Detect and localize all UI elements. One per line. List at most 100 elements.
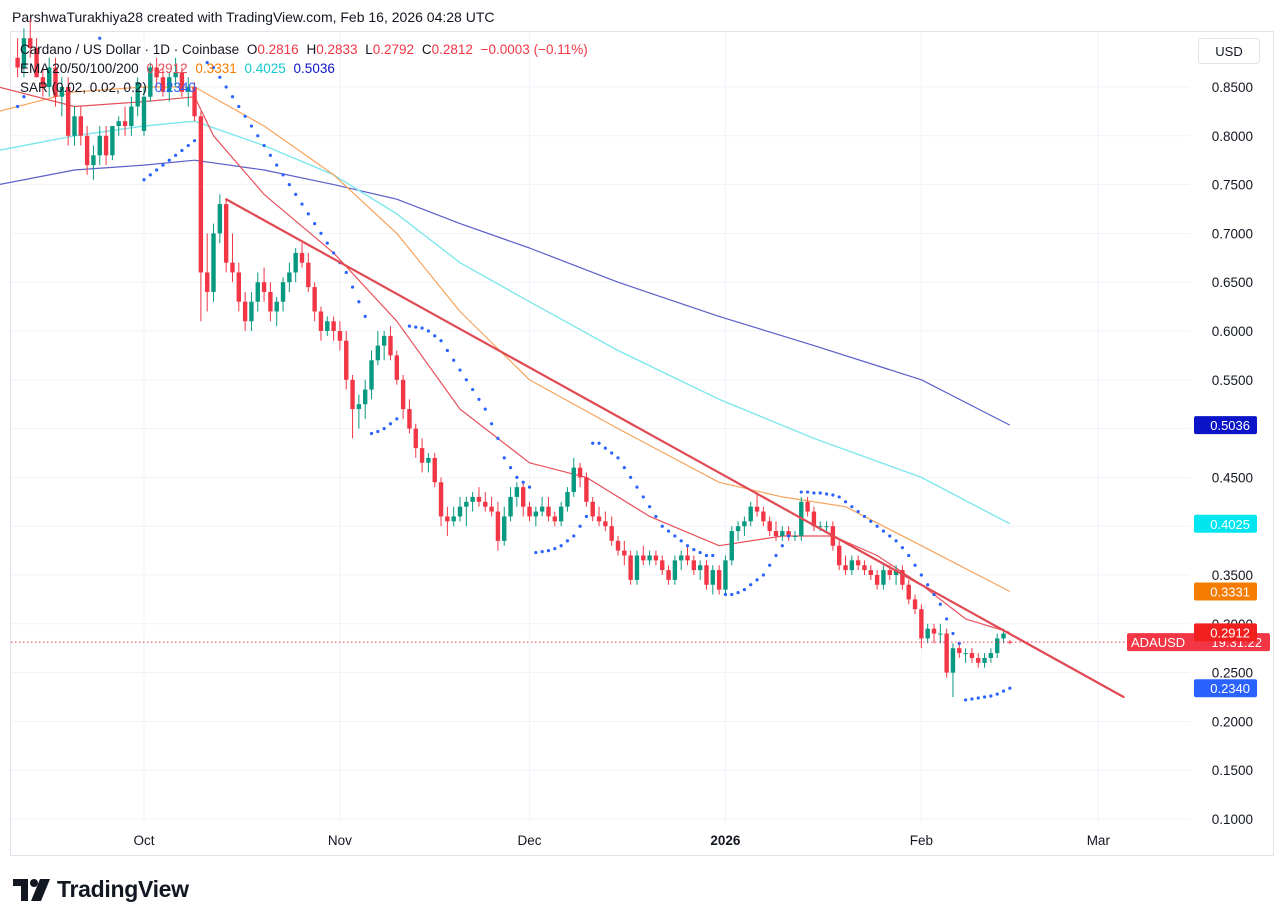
axis-price-tag (1194, 514, 1257, 533)
sar-dot (875, 524, 879, 528)
trendline[interactable] (225, 198, 1125, 699)
sar-dot (572, 534, 576, 538)
sar-dot (268, 153, 272, 157)
sar-dot (945, 617, 949, 621)
sar-dot (698, 550, 702, 555)
sar-dot (357, 300, 361, 304)
high-value: 0.2833 (316, 42, 358, 57)
candle-body (103, 135, 109, 156)
sar-dot (483, 407, 487, 411)
sar-dot (913, 563, 917, 567)
sar-dot (755, 578, 759, 582)
candle-body (811, 511, 817, 527)
axis-price-tag-text: 0.3331 (1210, 584, 1250, 599)
sar-dot (230, 95, 235, 99)
sar-dot (452, 358, 456, 362)
candle-body (476, 496, 482, 502)
y-tick-label: 0.8500 (1212, 80, 1253, 95)
sar-dot (325, 241, 329, 245)
ema200-value: 0.5036 (293, 61, 335, 76)
legend-ema-row[interactable]: EMA 20/50/100/200 0.2912 0.3331 0.4025 0… (20, 61, 339, 76)
sar-dot (344, 270, 348, 275)
low-value: 0.2792 (372, 42, 415, 57)
candle-body (97, 135, 102, 156)
candle-body (552, 516, 557, 522)
candle-body (432, 457, 437, 483)
candle-body (211, 233, 216, 292)
candle-body (154, 67, 159, 78)
y-tick-label: 0.2500 (1212, 666, 1253, 681)
candle-body (47, 67, 52, 87)
sar-dot (932, 592, 936, 597)
symbol-name[interactable]: Cardano / US Dollar · 1D · Coinbase (20, 42, 240, 57)
candle-body (957, 648, 962, 654)
sar-dot (641, 495, 645, 499)
candle-body (489, 506, 494, 512)
candle-body (912, 599, 918, 610)
sar-dot (907, 553, 911, 558)
candle-body (988, 653, 994, 658)
sar-dot (982, 695, 987, 699)
price-axis[interactable]: 0.8500 0.8000 0.7500 0.7000 0.6500 0.6000 0.55… (1212, 80, 1253, 827)
sar-dot (711, 553, 715, 558)
candle-body (969, 653, 975, 658)
candle-body (400, 379, 406, 410)
sar-dot (685, 544, 690, 548)
candle-body (944, 633, 949, 673)
candle-body (167, 77, 172, 92)
candle-body (843, 565, 848, 571)
sar-dot (167, 158, 171, 162)
sar-dot (565, 539, 570, 543)
sar-dot (742, 588, 747, 592)
candle-body (268, 291, 273, 312)
trendline-segment (225, 198, 1125, 699)
sar-dot (774, 553, 778, 558)
sar-dot (938, 602, 942, 606)
candle-body (299, 252, 305, 263)
change-value: −0.0003 (−0.11%) (480, 42, 588, 57)
currency-button[interactable]: USD (1198, 38, 1260, 64)
candle-body (514, 487, 520, 497)
candle-body (192, 87, 197, 117)
sar-dot (256, 134, 260, 138)
candle-body (773, 531, 779, 536)
candle-body (173, 72, 178, 78)
candle-body (710, 570, 715, 585)
ema200-line (0, 159, 1011, 426)
axis-price-tag (1194, 582, 1257, 601)
sar-dot (313, 222, 317, 226)
sar-dot (995, 692, 999, 696)
sar-dot (749, 583, 753, 587)
candle-body (596, 516, 602, 522)
sar-dot (464, 378, 468, 382)
sar-dot (350, 285, 355, 289)
sar-dot (192, 139, 197, 143)
sar-dot (262, 143, 266, 148)
candle-body (413, 428, 418, 449)
tradingview-logo[interactable]: TradingView (13, 876, 189, 903)
sar-dot (142, 178, 146, 182)
price-tags: ADAUSD 19:31:220.50360.40250.33310.29120.… (11, 416, 1270, 698)
candle-body (609, 526, 614, 541)
candle-body (748, 506, 753, 522)
sar-dot (704, 553, 709, 558)
candle-body (293, 252, 298, 273)
high-label: H (306, 42, 317, 57)
sar-dot (294, 192, 298, 196)
sar-dot (363, 314, 367, 318)
candle-body (394, 355, 399, 380)
candle-body (356, 404, 362, 410)
legend-sar-row[interactable]: SAR (0.02, 0.02, 0.2) 0.2340 (20, 80, 200, 95)
sar-dot (407, 324, 412, 328)
sar-dot (818, 491, 822, 495)
candle-body (230, 262, 235, 273)
time-axis[interactable]: Oct Nov Dec 2026 Feb Mar (133, 833, 1110, 848)
candle-body (855, 560, 861, 566)
candle-body (590, 501, 595, 517)
grid (11, 32, 1190, 822)
candle-body (622, 550, 627, 556)
tradingview-logo-text: TradingView (57, 876, 189, 902)
candle-body (925, 628, 930, 639)
candle-body (660, 560, 665, 571)
